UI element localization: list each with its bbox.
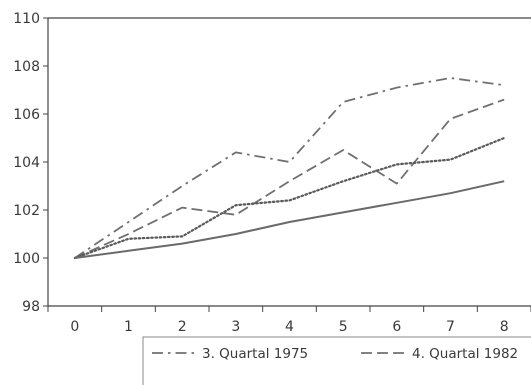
y-tick-label: 110	[13, 11, 40, 27]
x-tick-label: 4	[285, 319, 294, 335]
legend: 3. Quartal 1975 4. Quartal 1982	[142, 336, 531, 385]
y-tick-label: 100	[13, 251, 40, 267]
x-tick-label: 5	[339, 319, 348, 335]
series-layer	[73, 77, 506, 260]
series-line-4	[74, 180, 505, 259]
y-tick-label: 108	[13, 59, 40, 75]
x-tick-label: 6	[392, 319, 401, 335]
legend-frame	[142, 336, 531, 385]
x-tick-label: 3	[231, 319, 240, 335]
y-tick-label: 98	[22, 299, 40, 315]
plot-area	[47, 17, 531, 307]
series-line-1	[74, 77, 505, 259]
y-tick-label: 102	[13, 203, 40, 219]
legend-label-1: 3. Quartal 1975	[202, 346, 308, 362]
x-tick-label: 1	[124, 319, 133, 335]
x-axis: 0 1 2 3 4 5 6 7 8	[47, 306, 531, 335]
x-tick-label: 0	[70, 319, 79, 335]
x-tick-label: 8	[500, 319, 509, 335]
y-tick-label: 104	[13, 155, 40, 171]
legend-label-2: 4. Quartal 1982	[412, 346, 518, 362]
x-tick-label: 7	[446, 319, 455, 335]
x-tick-label: 2	[178, 319, 187, 335]
series-line-3	[73, 136, 506, 260]
y-axis: 98 100 102 104 106 108 110	[13, 11, 48, 315]
series-line-2	[74, 98, 505, 259]
y-tick-label: 106	[13, 107, 40, 123]
